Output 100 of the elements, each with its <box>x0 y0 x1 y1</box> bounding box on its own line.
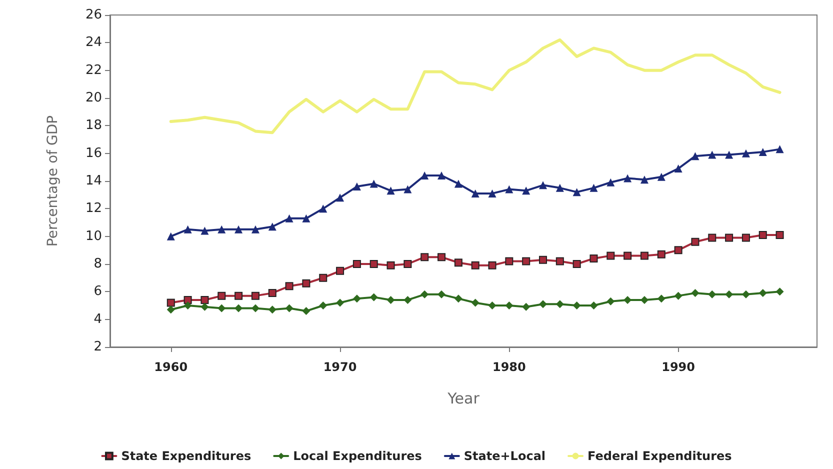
point <box>488 189 496 198</box>
point <box>590 254 598 262</box>
point <box>572 188 581 196</box>
point <box>319 274 328 282</box>
point <box>184 302 192 310</box>
point <box>268 306 276 314</box>
point <box>776 230 784 239</box>
point <box>776 145 784 154</box>
point <box>471 261 480 270</box>
y-tick-label: 24 <box>85 35 102 50</box>
point <box>352 260 361 268</box>
point <box>166 232 175 240</box>
point <box>471 189 480 198</box>
point <box>200 226 209 235</box>
point <box>166 298 175 307</box>
point <box>454 180 462 188</box>
point <box>404 260 412 268</box>
point <box>725 150 734 159</box>
point <box>336 298 344 307</box>
point <box>471 298 480 307</box>
point <box>336 194 344 202</box>
x-tick-label: 1980 <box>492 360 526 374</box>
point <box>590 302 598 310</box>
point <box>572 260 581 268</box>
y-tick-label: 6 <box>94 284 102 300</box>
point <box>370 260 378 268</box>
point <box>218 225 226 234</box>
point <box>319 302 328 310</box>
point <box>302 307 310 316</box>
point <box>657 172 666 181</box>
y-tick-label: 26 <box>85 8 102 22</box>
point <box>691 289 700 298</box>
point <box>674 164 682 173</box>
point <box>234 292 243 300</box>
legend-label: Local Expenditures <box>293 449 422 463</box>
point <box>725 290 734 298</box>
point <box>657 250 666 258</box>
x-tick-label: 1960 <box>154 360 188 374</box>
point <box>234 225 243 234</box>
point <box>624 252 632 260</box>
point <box>640 176 648 184</box>
y-tick-label: 2 <box>94 340 102 354</box>
point <box>742 290 750 298</box>
point <box>758 148 767 156</box>
y-tick-label: 20 <box>85 90 102 106</box>
legend-label: Federal Expenditures <box>588 449 732 463</box>
point <box>488 302 496 310</box>
point <box>268 222 276 231</box>
point <box>505 257 514 266</box>
point <box>386 261 395 270</box>
y-axis-title: Percentage of GDP <box>45 115 61 247</box>
point <box>708 290 716 298</box>
point <box>386 186 395 195</box>
y-tick-label: 14 <box>85 174 102 188</box>
point <box>285 214 294 222</box>
point <box>370 293 378 302</box>
y-tick-label: 4 <box>94 312 102 327</box>
point <box>538 181 547 190</box>
point <box>522 302 530 311</box>
point <box>556 257 564 266</box>
point <box>538 256 547 264</box>
point <box>758 230 767 239</box>
point <box>438 253 446 262</box>
y-tick-label: 12 <box>85 201 102 216</box>
point <box>420 290 429 298</box>
point <box>352 294 361 303</box>
point <box>606 178 615 186</box>
legend-label: State Expenditures <box>121 449 252 463</box>
point <box>488 261 496 270</box>
point <box>572 302 581 310</box>
point <box>454 294 462 303</box>
point <box>352 182 361 191</box>
point <box>522 257 530 266</box>
point <box>251 225 260 234</box>
point <box>742 149 750 158</box>
point <box>538 300 547 308</box>
point <box>556 300 564 308</box>
point <box>336 266 344 275</box>
point <box>674 292 682 300</box>
point <box>505 185 514 194</box>
y-tick-label: 18 <box>85 118 102 134</box>
point <box>285 304 294 312</box>
point <box>166 306 175 314</box>
point <box>184 225 192 234</box>
point <box>776 288 784 296</box>
point <box>285 282 294 290</box>
point <box>184 296 192 304</box>
point <box>438 290 446 298</box>
point <box>200 296 209 304</box>
point <box>200 302 209 311</box>
point <box>505 302 514 310</box>
point <box>725 234 734 242</box>
point <box>302 279 310 288</box>
y-tick-label: 16 <box>85 146 102 161</box>
point <box>624 174 632 182</box>
point <box>556 184 564 192</box>
point <box>218 304 226 312</box>
point <box>319 204 328 213</box>
x-tick-label: 1990 <box>662 360 696 374</box>
point <box>251 292 260 300</box>
